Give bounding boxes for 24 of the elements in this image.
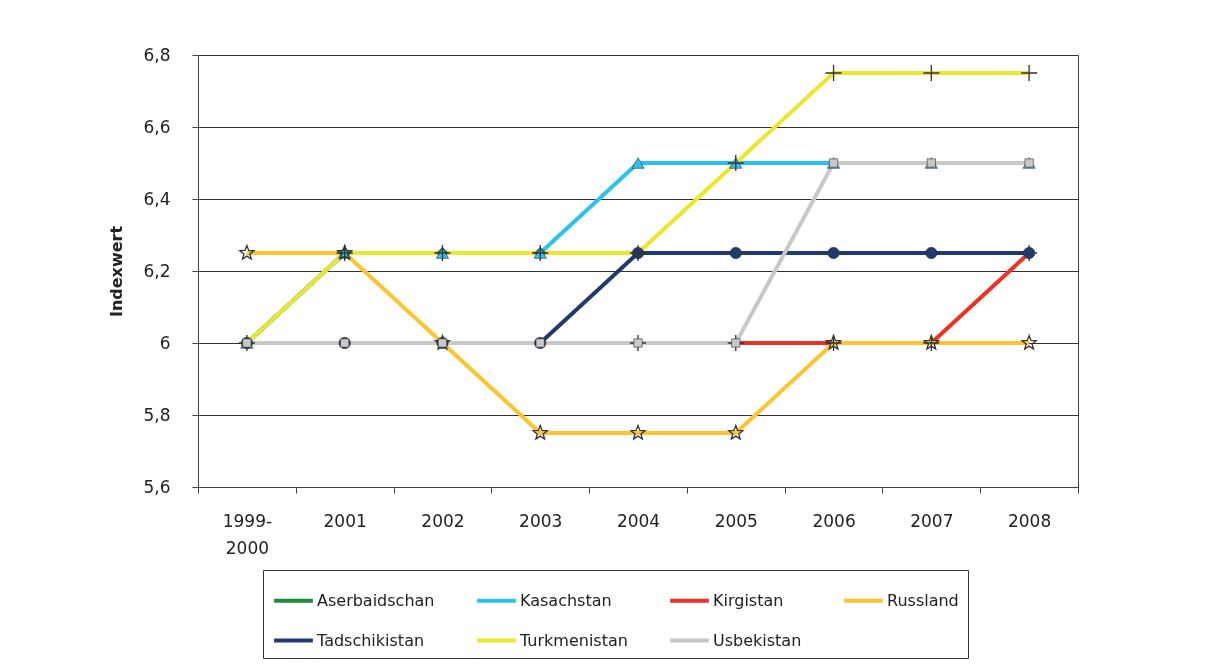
legend-label: Kasachstan: [520, 590, 612, 610]
x-tick-label: 2004: [616, 510, 661, 531]
x-tick-label: 2006: [812, 510, 856, 531]
legend-label: Turkmenistan: [519, 630, 628, 650]
y-tick-label: 6: [159, 332, 171, 353]
x-tick-label: 2007: [910, 510, 954, 531]
legend-label: Aserbaidschan: [317, 590, 435, 610]
x-tick-label: 1999-2000: [222, 510, 273, 558]
y-tick-label: 6,2: [143, 260, 171, 281]
y-tick-label: 6,8: [143, 44, 171, 65]
y-tick-label: 5,8: [143, 404, 171, 425]
legend-label: Usbekistan: [713, 630, 802, 650]
y-tick-label: 6,4: [143, 188, 171, 209]
x-tick-label: 2001: [323, 510, 367, 531]
x-tick-label: 2008: [1007, 510, 1052, 531]
y-axis-title: Indexwert: [107, 225, 127, 318]
legend-label: Russland: [887, 590, 959, 610]
legend-label: Kirgistan: [713, 590, 784, 610]
y-tick-label: 6,6: [143, 116, 171, 137]
x-tick-label: 2003: [519, 510, 563, 531]
x-tick-label: 2002: [421, 510, 465, 531]
legend-label: Tadschikistan: [316, 630, 425, 650]
x-tick-label: 2005: [714, 510, 758, 531]
y-tick-label: 5,6: [143, 476, 171, 497]
